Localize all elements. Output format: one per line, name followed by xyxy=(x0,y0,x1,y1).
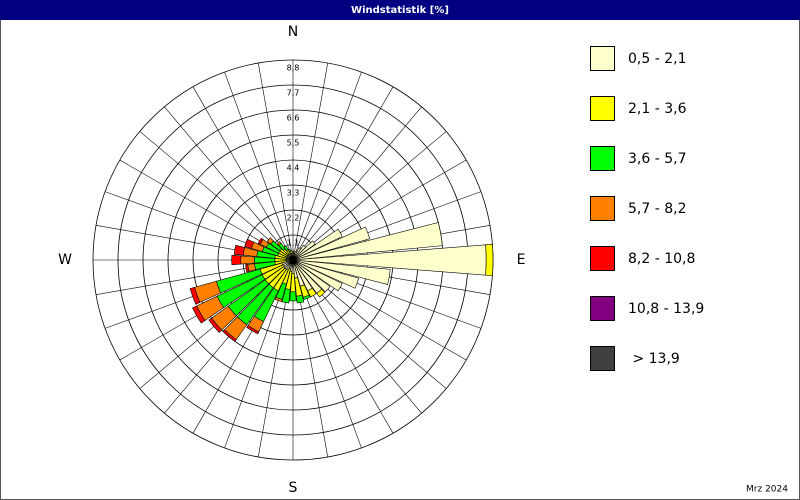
r-tick-label: 5,5 xyxy=(287,139,300,148)
wind-sector xyxy=(283,245,289,252)
r-tick-label: 2,2 xyxy=(287,214,300,223)
spoke xyxy=(297,131,447,257)
spoke xyxy=(164,106,290,256)
wind-sector xyxy=(287,248,291,253)
r-tick-label: 1,1 xyxy=(287,239,300,248)
wind-sector xyxy=(192,305,206,324)
legend-swatch xyxy=(590,296,615,321)
wind-sector xyxy=(222,329,237,342)
spoke xyxy=(293,62,329,255)
wind-sector xyxy=(266,237,274,245)
wind-sector xyxy=(292,244,307,261)
spoke xyxy=(295,86,394,255)
wind-sector xyxy=(257,237,264,245)
compass-label: S xyxy=(289,480,298,496)
wind-sector xyxy=(292,226,371,261)
title-bar xyxy=(0,0,800,20)
legend-swatch xyxy=(590,346,615,371)
spoke xyxy=(257,62,293,255)
wind-sector xyxy=(208,317,223,333)
wind-sector xyxy=(244,238,255,249)
legend-label: 8,2 - 10,8 xyxy=(628,251,695,267)
wind-sector xyxy=(189,286,201,305)
wind-sector xyxy=(240,255,255,265)
compass-label: N xyxy=(288,24,298,40)
wind-sector xyxy=(292,259,360,289)
wind-sector xyxy=(246,325,260,335)
legend-label: 2,1 - 3,6 xyxy=(628,101,687,117)
footer: Mrz 2024 xyxy=(746,485,788,495)
legend-label: 10,8 - 13,9 xyxy=(628,301,704,317)
chart-title: Windstatistik [%] xyxy=(351,5,449,16)
wind-sector xyxy=(307,287,317,298)
wind-sector xyxy=(276,241,282,246)
wind-sector xyxy=(485,243,494,277)
wind-sector xyxy=(292,222,443,261)
wind-sector xyxy=(302,294,311,300)
wind-sector xyxy=(231,254,242,266)
wind-sector xyxy=(290,250,293,254)
spoke xyxy=(296,106,422,256)
compass-label: W xyxy=(58,252,72,268)
wind-sector xyxy=(281,288,291,304)
spoke xyxy=(139,131,289,257)
legend-label: 5,7 - 8,2 xyxy=(628,201,686,217)
wind-sector xyxy=(296,294,305,304)
spoke xyxy=(294,71,362,255)
wind-sector xyxy=(289,291,297,302)
spoke xyxy=(224,71,292,255)
legend-label: > 13,9 xyxy=(628,351,680,367)
r-tick-label: 7,7 xyxy=(287,89,300,98)
legend-label: 3,6 - 5,7 xyxy=(628,151,686,167)
legend-swatch xyxy=(590,246,615,271)
wind-sector xyxy=(233,244,245,256)
r-tick-label: 6,6 xyxy=(287,114,300,123)
r-tick-label: 3,3 xyxy=(287,189,300,198)
spoke xyxy=(192,86,291,255)
legend-label: 0,5 - 2,1 xyxy=(628,51,686,67)
wind-sector xyxy=(274,296,283,302)
legend-swatch xyxy=(590,96,615,121)
wind-sector xyxy=(292,228,343,261)
legend-swatch xyxy=(590,196,615,221)
wind-sector xyxy=(316,288,326,298)
wind-sector xyxy=(292,240,316,261)
r-tick-label: 4,4 xyxy=(287,164,300,173)
compass-label: E xyxy=(517,252,526,268)
legend-swatch xyxy=(590,146,615,171)
legend-swatch xyxy=(590,46,615,71)
wind-sector xyxy=(292,259,391,285)
r-tick-label: 8,8 xyxy=(287,64,300,73)
wind-sector xyxy=(245,264,250,273)
wind-sector xyxy=(292,259,343,292)
wind-sector xyxy=(292,259,331,293)
